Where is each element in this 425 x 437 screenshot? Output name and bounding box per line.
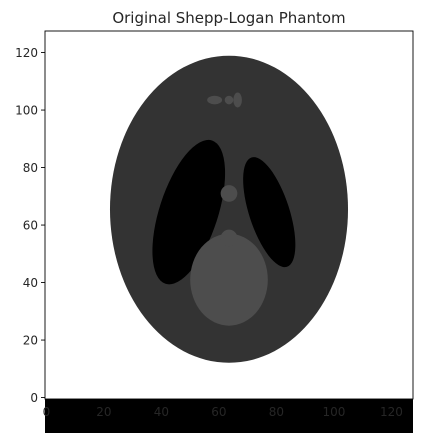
chart-title: Original Shepp-Logan Phantom: [112, 9, 345, 27]
y-tick-label: 80: [23, 161, 38, 175]
x-tick-label: 60: [211, 405, 226, 419]
y-tick-label: 120: [15, 46, 38, 60]
ellipse-brain: [109, 55, 349, 363]
ellipse-upper-blob: [190, 233, 268, 326]
x-axis: 0 20 40 60 80 100 120: [43, 399, 403, 419]
ellipse-small-left-1: [207, 95, 223, 105]
x-tick-label: 120: [380, 405, 403, 419]
ellipse-lower-dot: [220, 185, 238, 202]
y-tick-label: 40: [23, 276, 38, 290]
x-tick-label: 0: [43, 405, 51, 419]
x-tick-label: 80: [269, 405, 284, 419]
ellipse-small-right: [233, 92, 242, 108]
y-tick-label: 60: [23, 219, 38, 233]
ellipse-left-ventricle: [152, 139, 226, 285]
ellipse-right-ventricle: [243, 157, 296, 268]
ellipse-small-mid: [224, 95, 234, 105]
image-background: [45, 399, 413, 437]
ellipse-center-dot: [220, 229, 238, 247]
y-tick-label: 0: [30, 391, 38, 405]
x-tick-label: 100: [322, 405, 345, 419]
axes-frame: [44, 30, 414, 400]
y-tick-label: 100: [15, 104, 38, 118]
y-tick-label: 20: [23, 334, 38, 348]
y-axis: 0 20 40 60 80 100 120: [15, 46, 45, 405]
x-tick-label: 20: [96, 405, 111, 419]
phantom-image: [45, 50, 413, 437]
x-tick-label: 40: [154, 405, 169, 419]
